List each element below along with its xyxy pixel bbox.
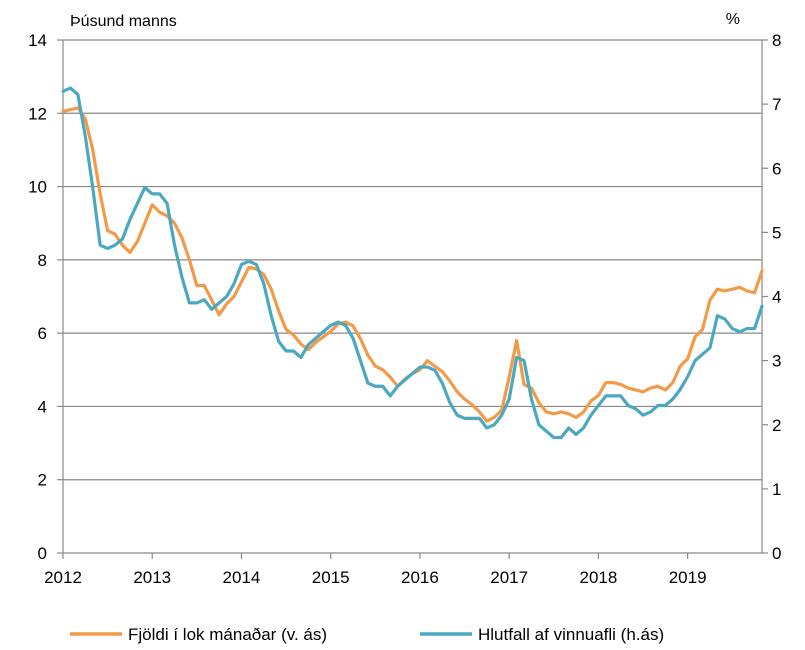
right-unit-label: % (726, 11, 740, 28)
y-right-tick-label: 4 (772, 288, 781, 307)
y-right-tick-label: 7 (772, 95, 781, 114)
y-right-tick-label: 6 (772, 159, 781, 178)
left-unit-label: Þúsund manns (70, 13, 177, 30)
y-right-tick-label: 2 (772, 416, 781, 435)
x-axis-ticks: 2012 2013 2014 2015 2016 2017 2018 2019 (44, 553, 707, 587)
y-left-tick-label: 0 (38, 544, 47, 563)
series-line-hlutfall (61, 86, 764, 440)
y-right-tick-label: 8 (772, 31, 781, 50)
series-lines (61, 86, 764, 440)
y-left-tick-label: 14 (28, 31, 47, 50)
x-tick-label: 2014 (223, 568, 261, 587)
y-left-tick-label: 6 (38, 324, 47, 343)
y-left-tick-label: 8 (38, 251, 47, 270)
axes (62, 40, 763, 554)
x-tick-label: 2018 (579, 568, 617, 587)
x-tick-label: 2012 (44, 568, 82, 587)
y-left-tick-label: 12 (28, 104, 47, 123)
x-tick-label: 2013 (133, 568, 171, 587)
x-tick-label: 2015 (312, 568, 350, 587)
legend-label: Hlutfall af vinnuafli (h.ás) (478, 625, 664, 644)
x-tick-label: 2019 (669, 568, 707, 587)
y-axis-left-ticks: 0 2 4 6 8 10 12 14 (28, 31, 63, 563)
y-right-tick-label: 0 (772, 544, 781, 563)
x-tick-label: 2017 (490, 568, 528, 587)
y-left-tick-label: 2 (38, 471, 47, 490)
y-right-tick-label: 5 (772, 223, 781, 242)
y-axis-right-ticks: 0 1 2 3 4 5 6 7 8 (762, 31, 781, 563)
x-tick-label: 2016 (401, 568, 439, 587)
y-left-tick-label: 10 (28, 178, 47, 197)
legend-label: Fjöldi í lok mánaðar (v. ás) (128, 625, 327, 644)
gridlines (63, 39, 762, 481)
y-right-tick-label: 3 (772, 352, 781, 371)
y-right-tick-label: 1 (772, 480, 781, 499)
legend: Fjöldi í lok mánaðar (v. ás) Hlutfall af … (70, 625, 664, 644)
y-left-tick-label: 4 (38, 397, 47, 416)
